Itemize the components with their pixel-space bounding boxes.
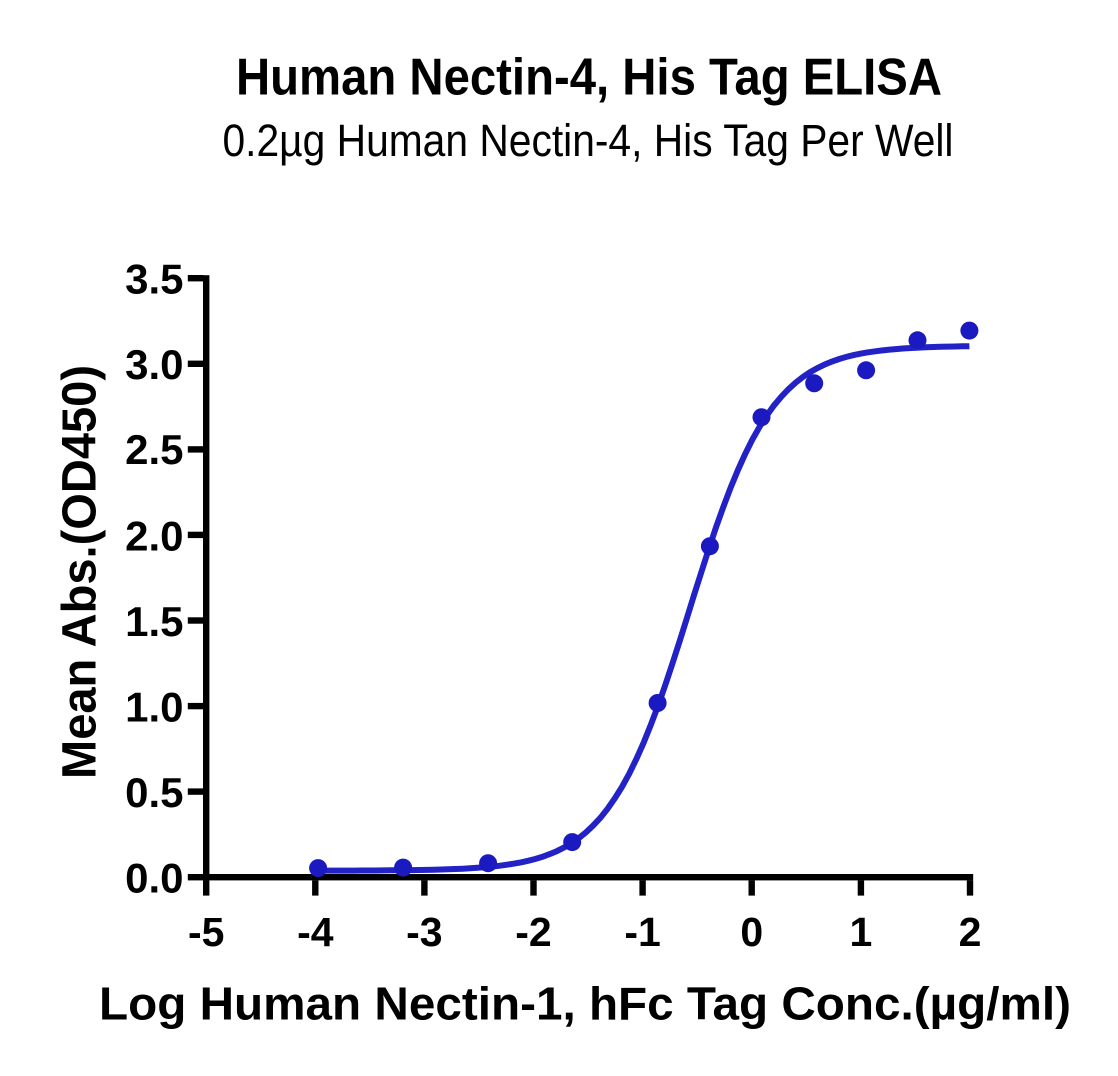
svg-text:1.0: 1.0 xyxy=(125,684,183,731)
svg-text:0.2µg Human Nectin-4, His Tag: 0.2µg Human Nectin-4, His Tag Per Well xyxy=(223,115,954,166)
svg-text:0: 0 xyxy=(740,909,763,955)
svg-text:Log Human Nectin-1, hFc Tag Co: Log Human Nectin-1, hFc Tag Conc.(µg/ml) xyxy=(99,978,1071,1030)
svg-text:1.5: 1.5 xyxy=(125,598,183,645)
svg-text:2.0: 2.0 xyxy=(125,512,183,559)
svg-text:3.0: 3.0 xyxy=(125,341,183,388)
svg-text:-5: -5 xyxy=(188,909,224,955)
svg-text:-2: -2 xyxy=(515,909,551,955)
svg-text:3.5: 3.5 xyxy=(125,256,183,303)
svg-text:1: 1 xyxy=(849,909,872,955)
svg-text:0.5: 0.5 xyxy=(125,769,183,816)
svg-text:Human Nectin-4, His Tag ELISA: Human Nectin-4, His Tag ELISA xyxy=(236,49,942,107)
svg-text:Mean Abs.(OD450): Mean Abs.(OD450) xyxy=(54,365,107,779)
svg-text:-1: -1 xyxy=(624,909,660,955)
svg-text:2: 2 xyxy=(959,909,982,955)
svg-text:-4: -4 xyxy=(297,909,334,955)
svg-text:0.0: 0.0 xyxy=(125,855,183,902)
svg-text:-3: -3 xyxy=(406,909,442,955)
svg-text:2.5: 2.5 xyxy=(125,426,183,473)
